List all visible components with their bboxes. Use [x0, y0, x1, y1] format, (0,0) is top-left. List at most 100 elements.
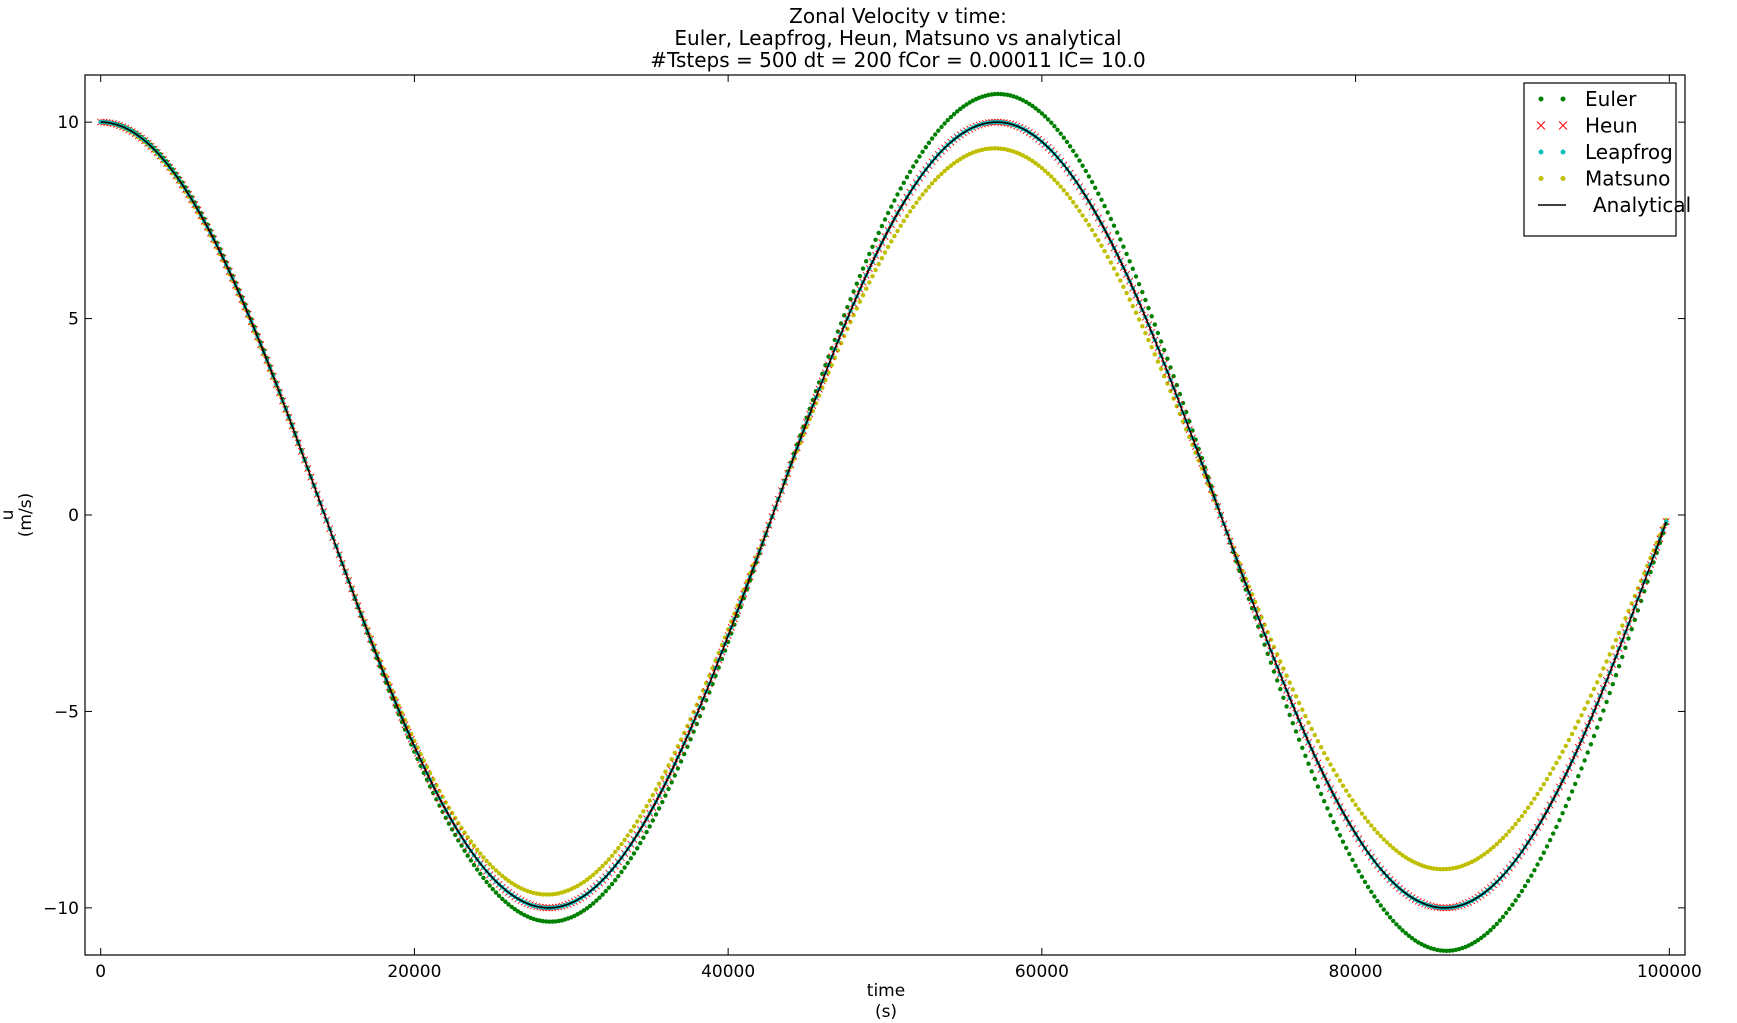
euler-point: [641, 835, 646, 840]
matsuno-point: [1162, 374, 1167, 379]
legend-label: Leapfrog: [1585, 140, 1673, 164]
matsuno-point: [487, 862, 492, 867]
matsuno-point: [1372, 827, 1377, 832]
matsuno-point: [867, 280, 872, 285]
euler-point: [1538, 856, 1543, 861]
matsuno-point: [1118, 278, 1123, 283]
euler-point: [1607, 690, 1612, 696]
matsuno-point: [462, 830, 467, 835]
matsuno-point: [1356, 807, 1361, 812]
matsuno-point: [1030, 158, 1035, 164]
matsuno-point: [1569, 731, 1575, 737]
matsuno-point: [1312, 732, 1318, 738]
euler-point: [1400, 928, 1405, 933]
matsuno-point: [1560, 749, 1565, 754]
euler-point: [1002, 92, 1007, 97]
euler-point: [603, 889, 608, 894]
matsuno-point: [1579, 713, 1584, 718]
euler-point: [1519, 888, 1525, 894]
matsuno-point: [1052, 177, 1057, 182]
matsuno-point: [1347, 793, 1352, 798]
euler-point: [929, 136, 935, 141]
euler-point: [675, 766, 681, 771]
euler-point: [1162, 347, 1167, 353]
euler-point: [926, 140, 932, 145]
euler-point: [597, 895, 602, 900]
euler-point: [854, 281, 859, 286]
euler-point: [1391, 918, 1396, 924]
euler-point: [613, 878, 618, 883]
euler-point: [1300, 745, 1305, 750]
matsuno-point: [656, 781, 662, 786]
matsuno-point: [1381, 837, 1387, 842]
euler-point: [1475, 938, 1481, 943]
euler-point: [892, 198, 897, 203]
matsuno-point: [638, 814, 643, 819]
euler-point: [992, 91, 997, 97]
matsuno-point: [1500, 835, 1506, 841]
matsuno-point: [870, 274, 875, 279]
euler-point: [848, 297, 853, 302]
euler-point: [1359, 874, 1365, 879]
euler-point: [1064, 139, 1070, 145]
euler-point: [1529, 873, 1534, 878]
euler-point: [923, 145, 928, 150]
matsuno-point: [666, 763, 671, 768]
matsuno-point: [948, 163, 954, 168]
chart-title: Zonal Velocity v time: Euler, Leapfrog, …: [650, 4, 1145, 72]
euler-point: [1312, 776, 1318, 782]
euler-point: [1591, 733, 1597, 739]
euler-point: [1027, 101, 1032, 107]
euler-point: [1507, 906, 1512, 912]
matsuno-point: [1140, 324, 1145, 329]
matsuno-point: [995, 146, 1001, 151]
matsuno-point: [876, 261, 881, 267]
euler-point: [1535, 862, 1540, 867]
euler-point: [1485, 930, 1490, 936]
matsuno-point: [663, 769, 668, 774]
matsuno-point: [1591, 686, 1597, 692]
matsuno-point: [1115, 272, 1120, 277]
x-tick-label: 0: [95, 962, 106, 982]
euler-point: [653, 812, 659, 817]
euler-point: [1067, 144, 1073, 149]
matsuno-point: [889, 239, 894, 244]
matsuno-point: [1613, 637, 1619, 643]
euler-point: [1303, 753, 1308, 758]
euler-point: [1052, 124, 1057, 129]
euler-point: [845, 305, 850, 310]
matsuno-point: [1281, 666, 1286, 671]
euler-point: [475, 867, 480, 872]
matsuno-point: [838, 341, 844, 346]
matsuno-point: [635, 819, 640, 824]
matsuno-point: [1064, 191, 1070, 197]
matsuno-point: [829, 363, 834, 368]
matsuno-point: [1315, 739, 1321, 744]
matsuno-point: [1045, 171, 1051, 176]
matsuno-point: [597, 866, 602, 872]
analytical-line: [100, 121, 1667, 909]
matsuno-point: [641, 809, 646, 814]
matsuno-point: [1067, 195, 1073, 201]
euler-point: [644, 829, 649, 835]
matsuno-point: [1099, 243, 1104, 248]
axis-ticks: 0 20000 40000 60000 80000 100000 10 5 0 −5 −10: [43, 75, 1702, 982]
matsuno-point: [660, 775, 665, 780]
matsuno-point: [1093, 232, 1098, 238]
euler-point: [885, 210, 891, 216]
euler-point: [1406, 933, 1412, 938]
matsuno-point: [1362, 815, 1368, 820]
matsuno-point: [500, 873, 505, 879]
euler-point: [1083, 168, 1089, 174]
euler-point: [1149, 314, 1154, 319]
matsuno-point: [427, 771, 433, 776]
matsuno-point: [1300, 707, 1305, 712]
euler-point: [1623, 645, 1628, 650]
legend-entry-matsuno: Matsuno: [1538, 167, 1670, 191]
matsuno-point: [625, 833, 630, 838]
matsuno-point: [1146, 337, 1151, 343]
matsuno-point: [1130, 303, 1136, 309]
euler-point: [1362, 879, 1368, 885]
matsuno-point: [496, 871, 502, 876]
